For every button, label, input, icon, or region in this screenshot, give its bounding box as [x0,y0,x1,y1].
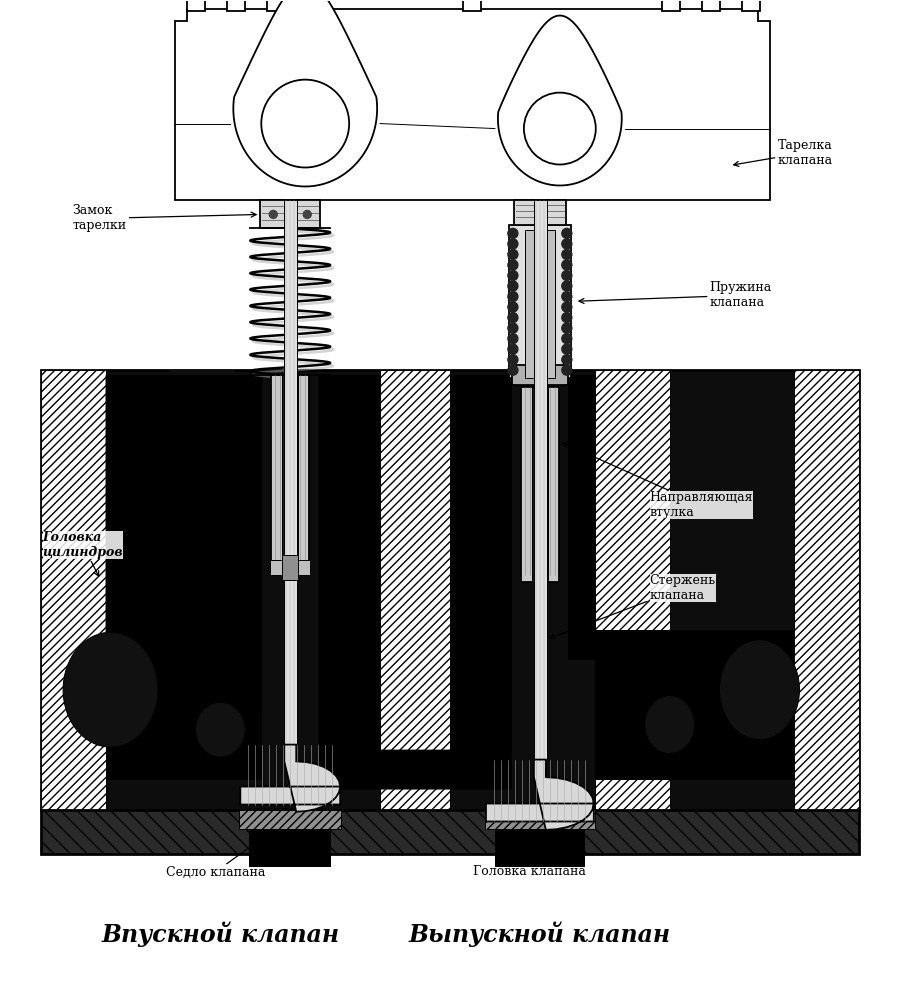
Text: Впускной клапан: Впускной клапан [101,922,339,947]
Text: Головка клапана: Головка клапана [473,823,585,878]
Bar [249,807,331,867]
Circle shape [507,355,518,365]
Bar [594,370,669,809]
Bar [41,370,859,809]
Circle shape [561,228,571,238]
Polygon shape [567,375,594,660]
Bar [463,0,481,11]
Circle shape [561,281,571,291]
Circle shape [561,271,571,281]
Bar [41,370,106,809]
Circle shape [261,80,349,168]
Bar [41,809,859,855]
Circle shape [507,260,518,270]
Circle shape [507,323,518,333]
Bar [284,201,297,745]
Circle shape [561,366,571,375]
Text: Стержень
клапана: Стержень клапана [549,574,715,639]
Ellipse shape [63,632,158,747]
Circle shape [507,249,518,260]
Bar [511,366,567,385]
Ellipse shape [195,702,245,757]
Polygon shape [175,9,769,201]
Circle shape [507,271,518,281]
Circle shape [269,210,277,218]
Text: Головка
цилиндров: Головка цилиндров [42,531,123,576]
Text: Направляющая
втулка: Направляющая втулка [562,443,752,519]
Polygon shape [449,375,511,750]
Bar [524,230,554,378]
Bar [271,375,308,575]
Circle shape [561,312,571,322]
Ellipse shape [644,696,694,754]
Circle shape [507,366,518,375]
Circle shape [507,291,518,301]
Bar [509,225,570,378]
Circle shape [507,344,518,354]
Circle shape [561,291,571,301]
Circle shape [561,344,571,354]
Bar [494,807,584,867]
Bar [41,809,859,855]
Polygon shape [497,16,621,186]
Bar [170,370,235,420]
Bar [267,0,285,11]
Polygon shape [106,375,262,709]
Polygon shape [594,629,794,780]
Polygon shape [106,660,262,780]
Text: Пружина
клапана: Пружина клапана [578,282,771,309]
Bar [794,370,859,809]
Circle shape [523,93,595,165]
Circle shape [507,302,518,312]
Ellipse shape [719,640,798,740]
Bar [239,809,341,830]
Bar [282,555,298,580]
Bar [741,0,759,11]
Circle shape [507,312,518,322]
Polygon shape [318,375,380,750]
Circle shape [561,355,571,365]
Circle shape [507,239,518,249]
Circle shape [561,239,571,249]
Polygon shape [485,760,594,830]
Bar [188,0,205,11]
Text: Замок
тарелки: Замок тарелки [72,205,256,232]
Bar [701,0,719,11]
Polygon shape [318,719,511,789]
Polygon shape [240,745,340,812]
Circle shape [561,249,571,260]
Text: Тарелка
клапана: Тарелка клапана [733,138,832,167]
Bar [380,370,449,809]
Text: Седло клапана: Седло клапана [165,817,291,878]
Circle shape [507,281,518,291]
Bar [520,387,558,582]
Bar [661,0,679,11]
Circle shape [507,228,518,238]
Bar [531,387,548,582]
Circle shape [561,302,571,312]
Text: Выпускной клапан: Выпускной клапан [409,922,670,947]
Circle shape [507,334,518,344]
Circle shape [561,260,571,270]
Polygon shape [233,0,377,187]
Bar [270,560,310,575]
Circle shape [286,210,294,218]
Bar [282,375,298,575]
Bar [513,201,566,225]
Bar [227,0,245,11]
Bar [260,201,320,228]
Circle shape [561,334,571,344]
Circle shape [303,210,311,218]
Circle shape [561,323,571,333]
Bar [533,201,547,760]
Bar [484,809,594,830]
